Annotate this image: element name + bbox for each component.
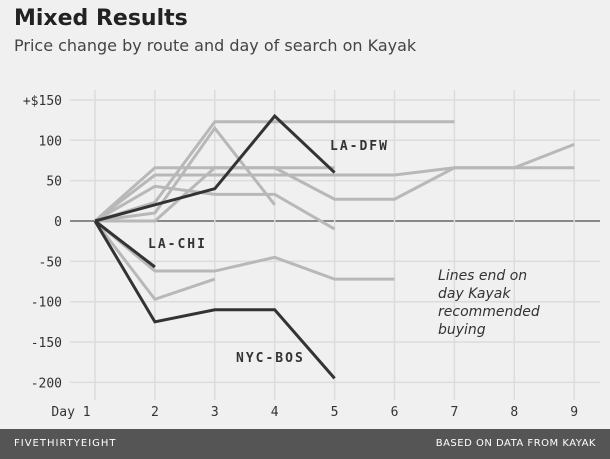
- annotation-line: day Kayak: [438, 286, 511, 302]
- footer: FIVETHIRTYEIGHT BASED ON DATA FROM KAYAK: [0, 429, 610, 459]
- series-line: [94, 166, 335, 223]
- y-tick-label: 0: [54, 215, 62, 230]
- x-tick-label: 7: [450, 405, 458, 420]
- annotation-line: buying: [438, 322, 486, 338]
- series-label: LA-DFW: [330, 139, 389, 154]
- line-chart: +$150 100 50 0 -50 -100 -150 -200 Day 1 2 3 4 5 6 7 8 9 L…: [23, 90, 600, 420]
- y-tick-label: -150: [31, 336, 62, 351]
- series-line: [94, 184, 336, 231]
- y-tick-label: +$150: [23, 94, 62, 109]
- series-label: LA-CHI: [148, 237, 207, 252]
- chart-title: Mixed Results: [14, 6, 188, 31]
- x-tick-label: 9: [570, 405, 578, 420]
- y-tick-label: 50: [46, 175, 62, 190]
- source-note: BASED ON DATA FROM KAYAK: [435, 438, 596, 449]
- series-line: [93, 220, 216, 302]
- y-tick-label: 100: [39, 134, 62, 149]
- brand-logo: FIVETHIRTYEIGHT: [14, 438, 117, 449]
- y-tick-label: -100: [31, 296, 62, 311]
- series-line: [94, 219, 395, 281]
- chart-subtitle: Price change by route and day of search …: [14, 36, 417, 55]
- annotation-line: Lines end on: [438, 268, 527, 284]
- series-line-la-chi: [94, 219, 156, 269]
- y-tick-label: -200: [31, 376, 62, 391]
- x-tick-label: 5: [331, 405, 339, 420]
- annotation-line: recommended: [438, 304, 540, 320]
- x-tick-label: 6: [391, 405, 399, 420]
- x-tick-label: 2: [151, 405, 159, 420]
- x-tick-label: 3: [211, 405, 219, 420]
- series-line: [94, 120, 455, 223]
- series-label: NYC-BOS: [236, 351, 305, 366]
- x-tick-label: 8: [510, 405, 518, 420]
- y-tick-label: -50: [39, 255, 62, 270]
- series-line-la-dfw: [94, 113, 336, 223]
- x-tick-label: 4: [271, 405, 279, 420]
- x-tick-label: Day 1: [51, 405, 90, 420]
- series-line: [94, 166, 575, 223]
- series-line-nyc-bos: [93, 220, 336, 380]
